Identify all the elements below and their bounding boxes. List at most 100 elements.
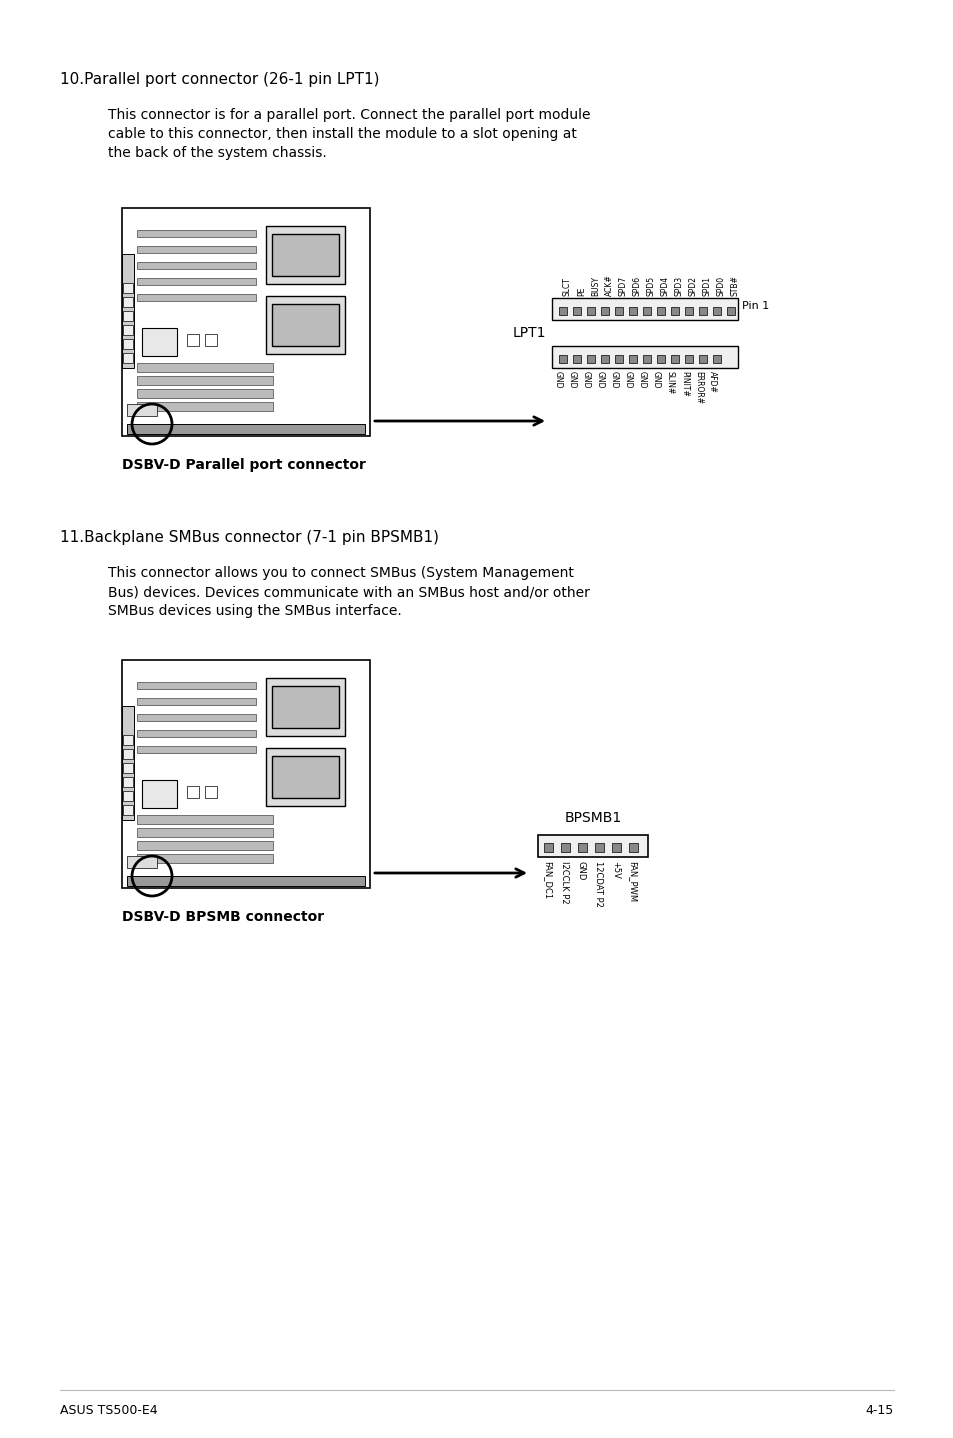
Bar — [578, 843, 586, 851]
Text: SPD1: SPD1 — [702, 276, 711, 296]
Bar — [137, 362, 274, 372]
Text: SPD3: SPD3 — [675, 276, 683, 296]
Text: PINIT#: PINIT# — [679, 371, 688, 397]
Bar — [205, 334, 216, 347]
Text: Bus) devices. Devices communicate with an SMBus host and/or other: Bus) devices. Devices communicate with a… — [108, 585, 589, 600]
Text: 10.Parallel port connector (26-1 pin LPT1): 10.Parallel port connector (26-1 pin LPT… — [60, 72, 379, 88]
Text: SPD7: SPD7 — [618, 276, 627, 296]
Bar — [122, 209, 370, 436]
Text: GND: GND — [596, 371, 604, 388]
Bar — [137, 375, 274, 385]
Bar — [615, 355, 622, 362]
Text: GND: GND — [581, 371, 590, 388]
Text: ACK#: ACK# — [604, 275, 614, 296]
Text: GND: GND — [651, 371, 660, 388]
Bar — [137, 262, 255, 269]
Text: GND: GND — [554, 371, 562, 388]
Bar — [699, 355, 706, 362]
Bar — [272, 686, 339, 728]
Text: FAN_PWM: FAN_PWM — [627, 861, 637, 902]
Text: GND: GND — [623, 371, 633, 388]
Bar — [272, 756, 339, 798]
Bar — [266, 677, 345, 736]
Bar — [137, 697, 255, 705]
Bar — [266, 748, 345, 807]
Bar — [187, 334, 199, 347]
Bar — [122, 253, 133, 368]
Bar — [699, 306, 706, 315]
Text: LPT1: LPT1 — [512, 326, 545, 339]
Text: I2CCLK P2: I2CCLK P2 — [559, 861, 568, 903]
Bar — [123, 352, 132, 362]
Bar — [137, 715, 255, 720]
Bar — [712, 306, 720, 315]
Bar — [127, 424, 365, 434]
Text: SPD6: SPD6 — [633, 276, 641, 296]
Bar — [123, 749, 132, 759]
Bar — [123, 762, 132, 772]
Bar — [266, 226, 345, 283]
Bar — [628, 306, 637, 315]
Bar — [600, 355, 608, 362]
Text: SPD0: SPD0 — [717, 276, 725, 296]
Bar — [726, 306, 734, 315]
Bar — [558, 306, 566, 315]
Bar — [573, 355, 580, 362]
Bar — [684, 306, 692, 315]
Text: This connector allows you to connect SMBus (System Management: This connector allows you to connect SMB… — [108, 567, 574, 580]
Bar — [272, 303, 339, 347]
Bar — [137, 293, 255, 301]
Bar — [137, 230, 255, 237]
Text: Pin 1: Pin 1 — [741, 301, 768, 311]
Text: 12CDAT P2: 12CDAT P2 — [594, 861, 602, 907]
Text: ERROR#: ERROR# — [693, 371, 702, 404]
Bar — [137, 746, 255, 754]
Bar — [123, 735, 132, 745]
Text: GND: GND — [609, 371, 618, 388]
Bar — [123, 311, 132, 321]
Text: SPD5: SPD5 — [646, 276, 656, 296]
Text: This connector is for a parallel port. Connect the parallel port module: This connector is for a parallel port. C… — [108, 108, 590, 122]
Bar — [642, 306, 650, 315]
Bar — [670, 306, 679, 315]
Bar — [123, 296, 132, 306]
Text: GND: GND — [638, 371, 646, 388]
Bar — [272, 234, 339, 276]
Bar — [127, 856, 157, 869]
Text: GND: GND — [567, 371, 577, 388]
Text: ASUS TS500-E4: ASUS TS500-E4 — [60, 1403, 157, 1416]
Bar — [142, 779, 177, 808]
Bar — [266, 296, 345, 354]
Bar — [123, 777, 132, 787]
Text: AFD#: AFD# — [707, 371, 717, 393]
Bar — [123, 325, 132, 335]
Bar — [137, 854, 274, 863]
Bar — [628, 355, 637, 362]
Bar — [122, 660, 370, 889]
Text: BPSMB1: BPSMB1 — [564, 811, 621, 825]
Bar — [586, 306, 595, 315]
Text: cable to this connector, then install the module to a slot opening at: cable to this connector, then install th… — [108, 127, 577, 141]
Bar — [600, 306, 608, 315]
Text: GND: GND — [577, 861, 585, 880]
Bar — [657, 306, 664, 315]
Bar — [573, 306, 580, 315]
Text: SLIN#: SLIN# — [665, 371, 675, 394]
Text: FAN_DC1: FAN_DC1 — [542, 861, 552, 899]
Bar — [137, 278, 255, 285]
Bar — [122, 706, 133, 820]
Text: SPD2: SPD2 — [688, 276, 698, 296]
Text: PE: PE — [577, 286, 585, 296]
Bar — [123, 805, 132, 814]
Text: DSBV-D Parallel port connector: DSBV-D Parallel port connector — [122, 457, 366, 472]
Text: DSBV-D BPSMB connector: DSBV-D BPSMB connector — [122, 910, 324, 925]
Text: BUSY: BUSY — [590, 276, 599, 296]
Bar — [684, 355, 692, 362]
Bar — [127, 876, 365, 886]
Bar — [137, 390, 274, 398]
Bar — [552, 298, 738, 321]
Bar — [137, 815, 274, 824]
Text: SLCT: SLCT — [562, 278, 572, 296]
Bar — [642, 355, 650, 362]
Bar — [137, 246, 255, 253]
